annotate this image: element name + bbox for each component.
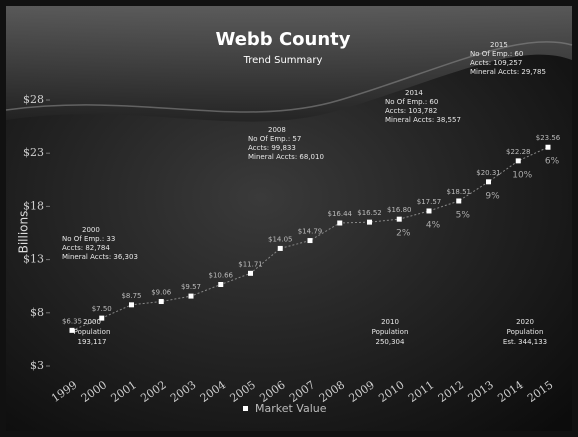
annotation-text: Accts: 109,257 <box>470 59 522 67</box>
data-label: $20.31 <box>476 169 501 177</box>
annotation-text: No Of Emp.: 60 <box>470 50 523 58</box>
data-point <box>515 158 521 164</box>
data-label: $23.56 <box>536 134 561 142</box>
series-line <box>71 146 549 331</box>
data-label: $9.57 <box>181 283 201 291</box>
data-label: $9.06 <box>151 289 172 297</box>
growth-label: 9% <box>485 191 500 201</box>
data-point <box>158 299 164 305</box>
data-point <box>218 281 224 287</box>
population-text: Population <box>372 328 409 336</box>
data-point <box>456 198 462 204</box>
annotation-text: 2000 <box>82 226 100 234</box>
population-text: 250,304 <box>376 338 405 346</box>
data-label: $14.05 <box>268 235 293 243</box>
annotation-text: 2008 <box>268 126 286 134</box>
population-text: 2010 <box>381 318 399 326</box>
wave-edge <box>5 41 573 113</box>
annotation-text: Accts: 82,784 <box>62 244 110 252</box>
y-tick-label: $13 <box>23 253 44 266</box>
data-label: $11.71 <box>238 260 263 268</box>
wave <box>6 6 572 122</box>
data-label: $17.57 <box>417 198 442 206</box>
legend-label: Market Value <box>255 402 327 415</box>
growth-label: 10% <box>512 170 532 180</box>
data-point <box>248 270 253 276</box>
data-label: $16.44 <box>328 210 353 218</box>
population-text: 2020 <box>516 318 534 326</box>
annotation-text: No Of Emp.: 60 <box>385 98 438 106</box>
data-label: $10.66 <box>209 271 234 279</box>
annotation-text: 2014 <box>405 89 423 97</box>
population-text: Population <box>74 328 111 336</box>
y-axis-label: Billions <box>17 211 31 254</box>
data-point <box>188 293 194 299</box>
annotation-text: Mineral Accts: 36,303 <box>62 253 138 261</box>
data-point <box>69 327 75 333</box>
data-point <box>99 315 105 321</box>
legend-marker <box>243 406 248 411</box>
y-tick-label: $18 <box>23 199 44 212</box>
population-text: 193,117 <box>78 338 107 346</box>
y-tick-label: $8 <box>30 306 44 319</box>
data-point <box>129 302 134 308</box>
population-text: 2000 <box>83 318 101 326</box>
growth-label: 2% <box>396 229 411 239</box>
data-label: $6.35 <box>62 317 82 325</box>
data-label: $14.79 <box>298 228 323 236</box>
data-label: $16.80 <box>387 206 412 214</box>
growth-label: 5% <box>456 210 471 220</box>
annotation-text: Accts: 99,833 <box>248 144 296 152</box>
y-tick-label: $3 <box>30 359 44 372</box>
data-point <box>367 219 372 225</box>
annotation-text: Accts: 103,782 <box>385 107 437 115</box>
data-point <box>337 220 343 226</box>
data-point <box>426 208 432 214</box>
population-text: Population <box>507 328 544 336</box>
data-point <box>545 144 551 150</box>
data-label: $8.75 <box>121 292 141 300</box>
annotation-text: No Of Emp.: 57 <box>248 135 301 143</box>
data-point <box>396 216 402 222</box>
population-text: Est. 344,133 <box>503 338 547 346</box>
data-label: $16.52 <box>357 209 382 217</box>
y-tick-label: $23 <box>23 146 44 159</box>
data-label: $18.51 <box>447 188 472 196</box>
data-point <box>277 245 283 251</box>
annotation-text: No Of Emp.: 33 <box>62 235 115 243</box>
chart-subtitle: Trend Summary <box>243 55 323 66</box>
chart-title: Webb County <box>216 29 351 50</box>
annotation-text: Mineral Accts: 68,010 <box>248 153 324 161</box>
annotation-text: Mineral Accts: 38,557 <box>385 116 461 124</box>
data-label: $22.28 <box>506 148 531 156</box>
annotation-text: Mineral Accts: 29,785 <box>470 68 546 76</box>
data-point <box>486 179 491 185</box>
annotation-text: 2015 <box>490 41 508 49</box>
data-label: $7.50 <box>92 305 112 313</box>
data-point <box>307 238 313 244</box>
growth-label: 6% <box>545 157 560 167</box>
y-tick-label: $28 <box>23 93 44 106</box>
growth-label: 4% <box>426 220 441 230</box>
